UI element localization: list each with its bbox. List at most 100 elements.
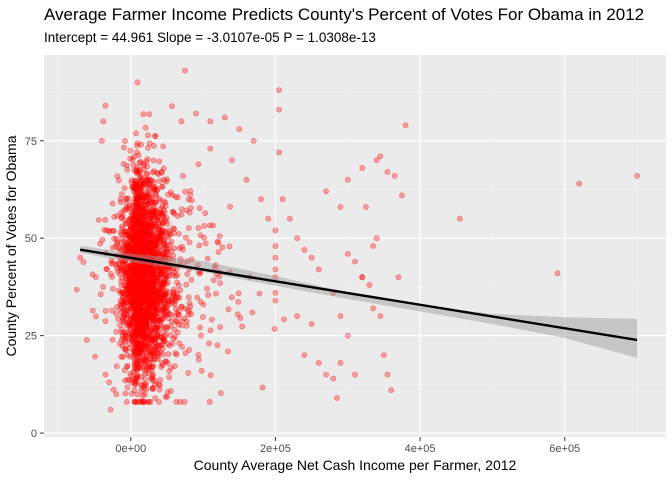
data-point — [158, 334, 165, 341]
data-point — [395, 274, 402, 281]
data-point — [323, 188, 329, 195]
data-point — [134, 362, 141, 369]
data-point — [154, 276, 160, 283]
data-point — [142, 263, 149, 270]
data-point — [140, 201, 147, 208]
data-point — [281, 316, 287, 323]
data-point — [135, 250, 142, 257]
data-point — [140, 385, 147, 392]
data-point — [144, 295, 151, 302]
data-point — [141, 280, 148, 287]
data-point — [150, 335, 157, 342]
data-point — [142, 124, 149, 131]
data-point — [122, 275, 129, 282]
data-point — [145, 221, 152, 228]
data-point — [135, 226, 142, 232]
data-point — [141, 332, 148, 339]
data-point — [136, 313, 143, 320]
data-point — [110, 285, 116, 292]
data-point — [132, 272, 138, 279]
chart-title: Average Farmer Income Predicts County's … — [44, 5, 644, 24]
data-point — [148, 337, 154, 344]
data-point — [164, 176, 170, 183]
data-point — [142, 213, 149, 219]
data-point — [141, 226, 148, 232]
y-axis-title: County Percent of Votes for Obama — [3, 135, 19, 356]
data-point — [137, 295, 144, 302]
data-point — [123, 273, 130, 280]
data-point — [168, 364, 175, 371]
data-point — [125, 269, 132, 276]
data-point — [147, 265, 154, 271]
data-point — [154, 249, 160, 256]
data-point — [129, 262, 136, 269]
data-point — [151, 317, 158, 324]
data-point — [101, 226, 108, 233]
data-point — [136, 349, 142, 356]
data-point — [166, 241, 173, 248]
data-point — [170, 291, 177, 297]
data-point — [198, 367, 205, 374]
data-point — [151, 251, 157, 258]
data-point — [144, 353, 150, 359]
data-point — [148, 240, 155, 246]
data-point — [194, 294, 201, 301]
data-point — [132, 235, 138, 241]
data-point — [157, 229, 164, 236]
data-point — [139, 206, 146, 213]
data-point — [125, 335, 132, 342]
data-point — [229, 157, 235, 164]
data-point — [107, 406, 114, 413]
data-point — [161, 333, 168, 340]
data-point — [141, 266, 148, 273]
data-point — [151, 381, 158, 388]
data-point — [141, 286, 148, 293]
data-point — [155, 381, 162, 388]
data-point — [92, 274, 99, 280]
y-tick-label: 0 — [31, 428, 37, 440]
data-point — [211, 264, 218, 271]
data-point — [136, 159, 143, 166]
data-point — [164, 309, 171, 315]
data-point — [137, 320, 144, 327]
data-point — [161, 306, 168, 313]
data-point — [158, 264, 164, 271]
data-point — [271, 326, 278, 332]
data-point — [134, 374, 141, 381]
data-point — [156, 289, 163, 296]
data-point — [136, 365, 143, 371]
data-point — [143, 277, 149, 284]
data-point — [133, 284, 140, 291]
data-point — [126, 377, 133, 383]
data-point — [160, 306, 167, 313]
data-point — [157, 271, 164, 278]
data-point — [142, 228, 149, 234]
data-point — [131, 186, 138, 193]
data-point — [136, 311, 143, 318]
data-point — [152, 237, 159, 244]
data-point — [135, 152, 142, 159]
data-point — [157, 278, 164, 285]
data-point — [126, 321, 133, 328]
data-point — [149, 364, 156, 370]
data-point — [133, 298, 140, 305]
data-point — [123, 205, 130, 212]
data-point — [139, 324, 146, 331]
data-point — [131, 268, 138, 275]
data-point — [142, 281, 149, 288]
data-point — [123, 306, 130, 313]
data-point — [151, 308, 157, 314]
data-point — [136, 348, 143, 355]
data-point — [140, 232, 147, 238]
data-point — [126, 202, 133, 209]
data-point — [141, 219, 148, 226]
data-point — [140, 166, 147, 173]
data-point — [161, 337, 168, 344]
data-point — [133, 297, 139, 304]
data-point — [165, 298, 172, 305]
data-point — [166, 229, 173, 236]
data-point — [158, 364, 165, 370]
data-point — [163, 274, 170, 280]
data-point — [114, 303, 120, 310]
data-point — [136, 276, 143, 283]
